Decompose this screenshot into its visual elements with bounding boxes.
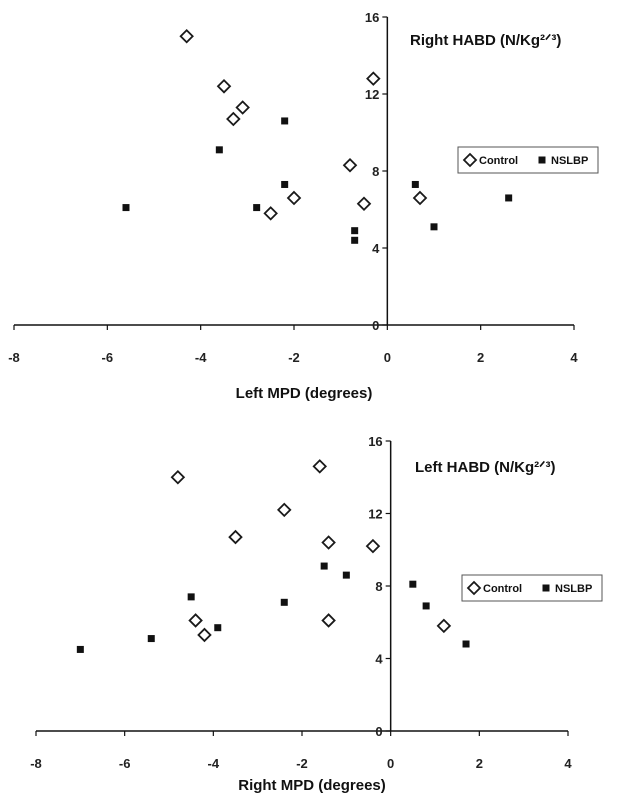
y-tick-label: 4 bbox=[372, 241, 380, 256]
data-point-control bbox=[179, 28, 194, 44]
x-tick-label: -4 bbox=[208, 756, 220, 771]
x-tick-label: 0 bbox=[384, 350, 391, 365]
legend: Control NSLBP bbox=[457, 146, 599, 174]
data-point-control bbox=[226, 111, 241, 127]
data-point-nslbp bbox=[253, 204, 261, 212]
data-point-nslbp bbox=[505, 194, 513, 202]
y-tick-label: 16 bbox=[365, 10, 379, 25]
y-tick-label: 12 bbox=[365, 87, 379, 102]
legend-marker-control bbox=[466, 580, 482, 596]
data-point-control bbox=[263, 206, 278, 221]
series-nslbp bbox=[122, 117, 513, 244]
data-point-control bbox=[276, 502, 292, 518]
x-tick-label: -6 bbox=[102, 350, 114, 365]
legend-marker-nslbp bbox=[538, 156, 546, 164]
series-control bbox=[179, 28, 428, 221]
y-tick-label: 12 bbox=[368, 507, 382, 522]
chart-left-habd: -8 -6 -4 -2 0 2 4 0 4 8 12 16 Left HABD (N/Kg²ᐟ³) Rig… bbox=[30, 434, 603, 794]
data-point-nslbp bbox=[422, 602, 430, 610]
legend-label-nslbp: NSLBP bbox=[551, 155, 588, 167]
data-point-control bbox=[216, 79, 232, 94]
legend-label-nslbp: NSLBP bbox=[555, 583, 592, 595]
x-tick-label: 2 bbox=[476, 756, 483, 771]
y-tick-label: 16 bbox=[368, 434, 382, 449]
y-tick-label: 8 bbox=[375, 579, 382, 594]
data-point-nslbp bbox=[147, 635, 155, 643]
data-point-control bbox=[356, 196, 372, 211]
data-point-nslbp bbox=[351, 236, 359, 244]
legend-box bbox=[461, 574, 603, 602]
legend-label-control: Control bbox=[483, 583, 522, 595]
x-tick-label: -4 bbox=[195, 350, 207, 365]
legend-label-control: Control bbox=[479, 155, 518, 167]
x-axis-title: Right MPD (degrees) bbox=[238, 777, 386, 794]
data-point-control bbox=[228, 529, 243, 545]
x-tick-label: -8 bbox=[30, 756, 42, 771]
data-point-nslbp bbox=[187, 593, 195, 601]
data-point-control bbox=[436, 618, 452, 634]
x-tick-label: 4 bbox=[570, 350, 578, 365]
x-axis-title: Left MPD (degrees) bbox=[236, 385, 373, 402]
data-point-control bbox=[188, 613, 203, 628]
data-point-nslbp bbox=[462, 640, 470, 648]
data-point-nslbp bbox=[122, 204, 130, 212]
legend-marker-control bbox=[462, 152, 478, 168]
data-point-control bbox=[365, 538, 381, 554]
data-point-nslbp bbox=[409, 580, 417, 588]
data-point-control bbox=[412, 190, 428, 206]
data-point-nslbp bbox=[281, 180, 289, 188]
data-point-nslbp bbox=[320, 562, 328, 570]
x-tick-label: -6 bbox=[119, 756, 131, 771]
y-tick-label: 8 bbox=[372, 164, 379, 179]
data-point-nslbp bbox=[214, 624, 222, 632]
data-point-control bbox=[321, 535, 336, 550]
chart-title: Left HABD (N/Kg²ᐟ³) bbox=[415, 459, 556, 476]
data-point-nslbp bbox=[351, 227, 359, 235]
data-point-nslbp bbox=[411, 180, 419, 188]
data-point-control bbox=[170, 469, 186, 485]
data-point-control bbox=[312, 459, 328, 474]
data-point-nslbp bbox=[342, 571, 350, 579]
data-point-control bbox=[286, 190, 302, 206]
data-point-nslbp bbox=[281, 117, 289, 125]
x-tick-label: -2 bbox=[288, 350, 300, 365]
y-tick-label: 0 bbox=[372, 318, 379, 333]
data-point-nslbp bbox=[215, 146, 223, 154]
data-point-nslbp bbox=[280, 598, 288, 606]
legend-box bbox=[457, 146, 599, 174]
legend-marker-nslbp bbox=[542, 584, 550, 592]
data-point-control bbox=[366, 71, 381, 86]
data-point-control bbox=[235, 100, 250, 115]
x-tick-label: 0 bbox=[387, 756, 394, 771]
chart-title: Right HABD (N/Kg²ᐟ³) bbox=[410, 32, 561, 49]
data-point-control bbox=[321, 613, 336, 628]
x-tick-label: 2 bbox=[477, 350, 484, 365]
legend: Control NSLBP bbox=[461, 574, 603, 602]
x-tick-label: -8 bbox=[8, 350, 20, 365]
chart-right-habd: -8 -6 -4 -2 0 2 4 0 4 8 12 16 Right HABD (N/Kg²ᐟ³) Le… bbox=[8, 10, 599, 402]
data-point-nslbp bbox=[430, 223, 438, 231]
y-tick-label: 0 bbox=[375, 724, 382, 739]
y-tick-label: 4 bbox=[375, 652, 383, 667]
data-point-control bbox=[342, 157, 358, 173]
x-tick-label: -2 bbox=[296, 756, 308, 771]
data-point-control bbox=[197, 627, 212, 643]
data-point-nslbp bbox=[76, 645, 84, 653]
series-control bbox=[170, 459, 452, 643]
x-tick-label: 4 bbox=[564, 756, 572, 771]
series-nslbp bbox=[76, 562, 470, 653]
